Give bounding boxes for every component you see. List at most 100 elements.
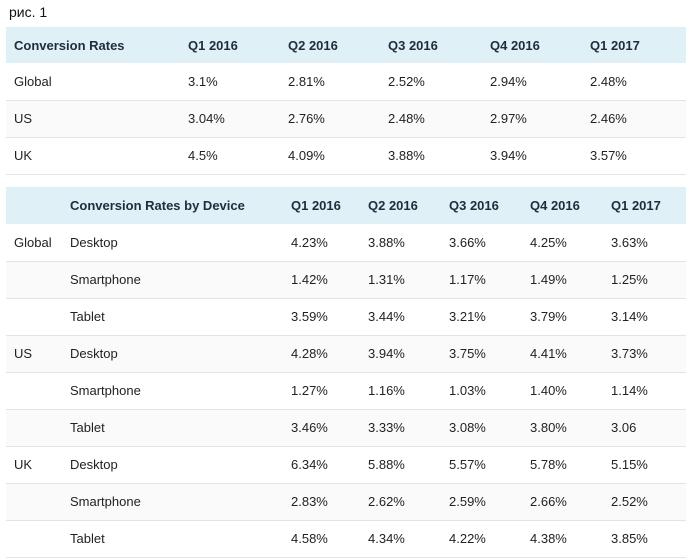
- table-cell: 3.80%: [530, 420, 567, 435]
- table-cell: 3.94%: [490, 148, 527, 163]
- table-cell: 4.38%: [530, 531, 567, 546]
- table-row: US Desktop 4.28% 3.94% 3.75% 4.41% 3.73%: [6, 335, 686, 372]
- region-label: Global: [14, 234, 52, 250]
- table-cell: 2.52%: [611, 494, 648, 509]
- region-label: [6, 409, 70, 446]
- table-cell: 5.15%: [611, 457, 648, 472]
- table-cell: 3.21%: [449, 309, 486, 324]
- table-row: Smartphone 1.42% 1.31% 1.17% 1.49% 1.25%: [6, 261, 686, 298]
- table-cell: 5.78%: [530, 457, 567, 472]
- table-cell: 2.62%: [368, 494, 405, 509]
- column-header: Q1 2017: [590, 37, 640, 53]
- table-cell: 3.06: [611, 420, 637, 435]
- conversion-rates-by-device-table: Conversion Rates by Device Q1 2016 Q2 20…: [6, 187, 686, 558]
- region-label: [6, 372, 70, 409]
- table-cell: 1.49%: [530, 272, 567, 287]
- table-cell: 3.08%: [449, 420, 486, 435]
- table-row: UK 4.5% 4.09% 3.88% 3.94% 3.57%: [6, 137, 686, 174]
- column-header: Q1 2016: [291, 198, 341, 213]
- table-row: Smartphone 2.83% 2.62% 2.59% 2.66% 2.52%: [6, 483, 686, 520]
- table-cell: 3.1%: [188, 73, 218, 89]
- table-cell: 4.25%: [530, 234, 567, 250]
- table-cell: 3.73%: [611, 346, 648, 361]
- column-header: Q1 2016: [188, 37, 238, 53]
- table-cell: 3.46%: [291, 420, 328, 435]
- device-label: Desktop: [70, 457, 118, 472]
- column-header: Q3 2016: [449, 198, 499, 213]
- table-cell: 1.42%: [291, 272, 328, 287]
- table-cell: 2.83%: [291, 494, 328, 509]
- row-label: US: [14, 111, 33, 126]
- table-cell: 4.22%: [449, 531, 486, 546]
- table-cell: 3.75%: [449, 346, 486, 361]
- column-header: [6, 187, 70, 224]
- table-row: Smartphone 1.27% 1.16% 1.03% 1.40% 1.14%: [6, 372, 686, 409]
- table-row: Tablet 4.58% 4.34% 4.22% 4.38% 3.85%: [6, 520, 686, 557]
- table-cell: 3.94%: [368, 346, 405, 361]
- table-cell: 2.94%: [490, 73, 527, 89]
- table-cell: 1.16%: [368, 383, 405, 398]
- table-cell: 3.14%: [611, 309, 648, 324]
- table-row: Global Desktop 4.23% 3.88% 3.66% 4.25% 3…: [6, 224, 686, 261]
- table-row: UK Desktop 6.34% 5.88% 5.57% 5.78% 5.15%: [6, 446, 686, 483]
- column-header: Conversion Rates by Device: [70, 198, 245, 213]
- device-label: Tablet: [70, 420, 105, 435]
- table-cell: 4.23%: [291, 234, 328, 250]
- table-cell: 1.14%: [611, 383, 648, 398]
- region-label: UK: [14, 457, 33, 472]
- table-cell: 4.09%: [288, 148, 325, 163]
- region-label: [6, 483, 70, 520]
- table-cell: 3.88%: [388, 148, 425, 163]
- region-label: [6, 298, 70, 335]
- table-cell: 1.31%: [368, 272, 405, 287]
- column-header: Q4 2016: [530, 198, 580, 213]
- table-cell: 2.81%: [288, 73, 325, 89]
- table-cell: 2.46%: [590, 111, 627, 126]
- row-label: Global: [14, 73, 52, 89]
- table-cell: 2.97%: [490, 111, 527, 126]
- conversion-rates-table: Conversion Rates Q1 2016 Q2 2016 Q3 2016…: [6, 27, 686, 175]
- table-cell: 2.59%: [449, 494, 486, 509]
- table-cell: 2.52%: [388, 73, 425, 89]
- table-cell: 1.17%: [449, 272, 486, 287]
- table-row: Tablet 3.46% 3.33% 3.08% 3.80% 3.06: [6, 409, 686, 446]
- table-cell: 3.88%: [368, 234, 405, 250]
- column-header: Q3 2016: [388, 37, 438, 53]
- table-row: Global 3.1% 2.81% 2.52% 2.94% 2.48%: [6, 63, 686, 100]
- table-cell: 3.85%: [611, 531, 648, 546]
- table-cell: 5.57%: [449, 457, 486, 472]
- table-cell: 3.33%: [368, 420, 405, 435]
- device-label: Tablet: [70, 309, 105, 324]
- device-label: Smartphone: [70, 383, 141, 398]
- device-label: Desktop: [70, 234, 118, 250]
- table-cell: 4.5%: [188, 148, 218, 163]
- device-label: Smartphone: [70, 272, 141, 287]
- column-header: Q4 2016: [490, 37, 540, 53]
- table-cell: 3.04%: [188, 111, 225, 126]
- table-cell: 4.28%: [291, 346, 328, 361]
- table-cell: 3.57%: [590, 148, 627, 163]
- table-header-row: Conversion Rates by Device Q1 2016 Q2 20…: [6, 187, 686, 224]
- table-row: US 3.04% 2.76% 2.48% 2.97% 2.46%: [6, 100, 686, 137]
- table-cell: 4.41%: [530, 346, 567, 361]
- table-row: Tablet 3.59% 3.44% 3.21% 3.79% 3.14%: [6, 298, 686, 335]
- region-label: [6, 520, 70, 557]
- table-cell: 1.03%: [449, 383, 486, 398]
- table-cell: 3.79%: [530, 309, 567, 324]
- table-cell: 1.25%: [611, 272, 648, 287]
- device-label: Smartphone: [70, 494, 141, 509]
- device-label: Tablet: [70, 531, 105, 546]
- table-cell: 5.88%: [368, 457, 405, 472]
- table-header-row: Conversion Rates Q1 2016 Q2 2016 Q3 2016…: [6, 27, 686, 63]
- table-cell: 1.27%: [291, 383, 328, 398]
- table-cell: 4.34%: [368, 531, 405, 546]
- table-cell: 2.76%: [288, 111, 325, 126]
- region-label: US: [14, 346, 33, 361]
- table-cell: 2.48%: [590, 73, 627, 89]
- table-cell: 2.66%: [530, 494, 567, 509]
- column-header: Q2 2016: [368, 198, 418, 213]
- row-label: UK: [14, 148, 33, 163]
- column-header: Conversion Rates: [14, 37, 125, 53]
- table-cell: 3.59%: [291, 309, 328, 324]
- region-label: [6, 261, 70, 298]
